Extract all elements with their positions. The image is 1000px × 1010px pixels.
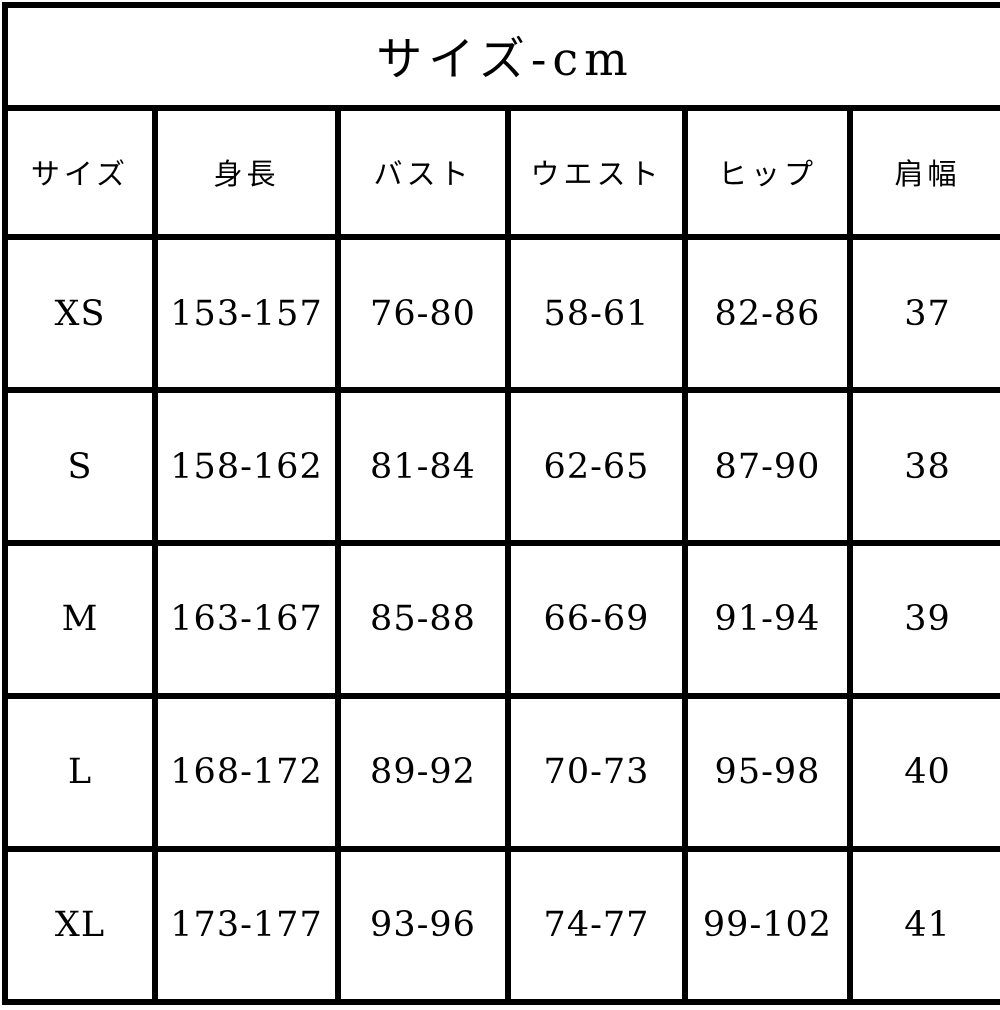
table-row-s: S 158-162 81-84 62-65 87-90 38 xyxy=(2,387,1000,546)
cell-xl-height: 173-177 xyxy=(152,845,341,1006)
cell-s-bust: 81-84 xyxy=(335,387,511,546)
table-row-m: M 163-167 85-88 66-69 91-94 39 xyxy=(2,540,1000,699)
header-bust: バスト xyxy=(335,104,511,241)
cell-xl-shoulder: 41 xyxy=(846,845,1000,1006)
cell-xl-waist: 74-77 xyxy=(505,845,688,1006)
title-row: サイズ-cm xyxy=(1,2,1000,111)
cell-l-shoulder: 40 xyxy=(846,692,1000,852)
cell-xs-shoulder: 37 xyxy=(846,234,1000,394)
cell-l-hip: 95-98 xyxy=(682,692,853,852)
cell-l-size: L xyxy=(2,692,158,852)
cell-m-size: M xyxy=(2,540,158,699)
table-title: サイズ-cm xyxy=(1,2,1000,111)
header-height: 身長 xyxy=(152,104,341,241)
header-size: サイズ xyxy=(2,104,158,241)
cell-l-waist: 70-73 xyxy=(505,692,688,852)
cell-m-height: 163-167 xyxy=(152,540,341,699)
header-shoulder-width: 肩幅 xyxy=(846,104,1000,241)
cell-xs-height: 153-157 xyxy=(152,234,341,394)
cell-l-bust: 89-92 xyxy=(335,692,511,852)
cell-m-hip: 91-94 xyxy=(682,540,853,699)
cell-xl-bust: 93-96 xyxy=(335,845,511,1006)
header-row: サイズ 身長 バスト ウエスト ヒップ 肩幅 xyxy=(2,104,1000,241)
table-row-xs: XS 153-157 76-80 58-61 82-86 37 xyxy=(2,234,1000,394)
cell-s-waist: 62-65 xyxy=(505,387,688,546)
header-hip: ヒップ xyxy=(682,104,853,241)
cell-xs-hip: 82-86 xyxy=(682,234,853,394)
cell-m-shoulder: 39 xyxy=(846,540,1000,699)
cell-m-bust: 85-88 xyxy=(335,540,511,699)
cell-xs-size: XS xyxy=(2,234,158,394)
cell-xs-bust: 76-80 xyxy=(335,234,511,394)
table-row-xl: XL 173-177 93-96 74-77 99-102 41 xyxy=(2,845,1000,1006)
cell-s-hip: 87-90 xyxy=(682,387,853,546)
cell-xl-size: XL xyxy=(2,845,158,1006)
table-row-l: L 168-172 89-92 70-73 95-98 40 xyxy=(2,692,1000,852)
cell-xs-waist: 58-61 xyxy=(505,234,688,394)
cell-m-waist: 66-69 xyxy=(505,540,688,699)
cell-s-shoulder: 38 xyxy=(846,387,1000,546)
cell-s-size: S xyxy=(2,387,158,546)
cell-xl-hip: 99-102 xyxy=(682,845,853,1006)
header-waist: ウエスト xyxy=(505,104,688,241)
cell-l-height: 168-172 xyxy=(152,692,341,852)
cell-s-height: 158-162 xyxy=(152,387,341,546)
